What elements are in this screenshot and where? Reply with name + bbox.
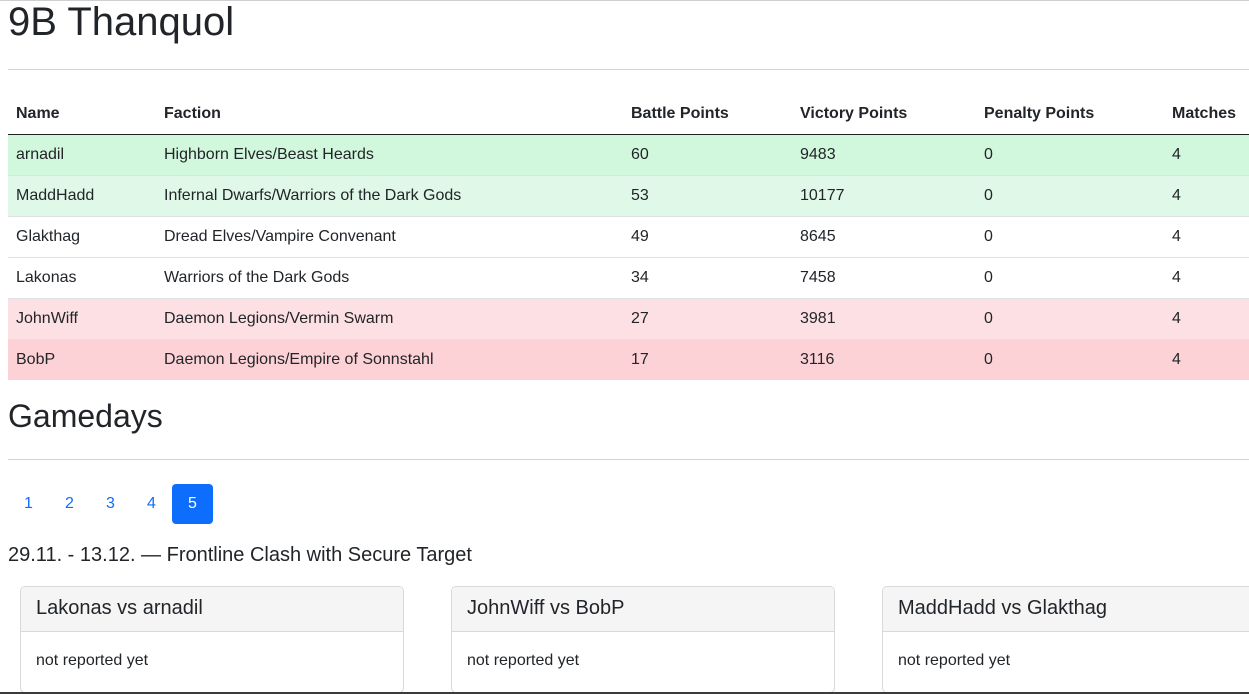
- page-link-1[interactable]: 1: [24, 495, 33, 512]
- cell-penalty-points: 0: [976, 216, 1164, 258]
- page-link-5-active[interactable]: 5: [172, 484, 213, 524]
- cell-faction: Daemon Legions/Empire of Sonnstahl: [156, 339, 623, 380]
- cell-faction: Daemon Legions/Vermin Swarm: [156, 298, 623, 340]
- cell-battle-points: 17: [623, 339, 792, 380]
- cell-victory-points: 10177: [792, 175, 976, 217]
- cell-battle-points: 53: [623, 175, 792, 217]
- cell-victory-points: 8645: [792, 216, 976, 258]
- column-header-battle-points[interactable]: Battle Points: [623, 94, 792, 135]
- cell-victory-points: 3981: [792, 298, 976, 340]
- cell-name: JohnWiff: [8, 298, 156, 340]
- cell-matches: 4: [1164, 339, 1249, 380]
- page-link-2[interactable]: 2: [65, 495, 74, 512]
- table-row: JohnWiff Daemon Legions/Vermin Swarm 27 …: [8, 298, 1249, 340]
- cell-battle-points: 60: [623, 134, 792, 176]
- match-card: Lakonas vs arnadil not reported yet: [20, 586, 404, 693]
- table-row: Lakonas Warriors of the Dark Gods 34 745…: [8, 257, 1249, 299]
- cell-matches: 4: [1164, 298, 1249, 340]
- cell-name: arnadil: [8, 134, 156, 176]
- cell-faction: Infernal Dwarfs/Warriors of the Dark God…: [156, 175, 623, 217]
- round-info: 29.11. - 13.12. — Frontline Clash with S…: [8, 544, 472, 566]
- top-border: [0, 0, 1249, 1]
- cell-penalty-points: 0: [976, 175, 1164, 217]
- title-divider: [8, 69, 1249, 70]
- table-row: MaddHadd Infernal Dwarfs/Warriors of the…: [8, 175, 1249, 217]
- column-header-name[interactable]: Name: [8, 94, 156, 135]
- cell-penalty-points: 0: [976, 134, 1164, 176]
- match-card: MaddHadd vs Glakthag not reported yet: [882, 586, 1249, 693]
- gamedays-divider: [8, 459, 1249, 460]
- cell-penalty-points: 0: [976, 339, 1164, 380]
- cell-battle-points: 34: [623, 257, 792, 299]
- cell-matches: 4: [1164, 175, 1249, 217]
- cell-faction: Highborn Elves/Beast Heards: [156, 134, 623, 176]
- match-title: JohnWiff vs BobP: [452, 587, 834, 632]
- cell-battle-points: 49: [623, 216, 792, 258]
- bottom-border: [0, 692, 1249, 694]
- cell-penalty-points: 0: [976, 298, 1164, 340]
- column-header-penalty-points[interactable]: Penalty Points: [976, 94, 1164, 135]
- match-card: JohnWiff vs BobP not reported yet: [451, 586, 835, 693]
- table-row: arnadil Highborn Elves/Beast Heards 60 9…: [8, 134, 1249, 176]
- cell-victory-points: 9483: [792, 134, 976, 176]
- match-status: not reported yet: [898, 652, 1011, 669]
- gamedays-heading: Gamedays: [8, 398, 163, 434]
- cell-matches: 4: [1164, 216, 1249, 258]
- match-title: MaddHadd vs Glakthag: [883, 587, 1249, 632]
- cell-victory-points: 3116: [792, 339, 976, 380]
- table-row: BobP Daemon Legions/Empire of Sonnstahl …: [8, 339, 1249, 380]
- page-link-3[interactable]: 3: [106, 495, 115, 512]
- match-title: Lakonas vs arnadil: [21, 587, 403, 632]
- cell-matches: 4: [1164, 134, 1249, 176]
- cell-name: MaddHadd: [8, 175, 156, 217]
- standings-table: Name Faction Battle Points Victory Point…: [8, 94, 1249, 380]
- cell-battle-points: 27: [623, 298, 792, 340]
- cell-penalty-points: 0: [976, 257, 1164, 299]
- match-status: not reported yet: [467, 652, 580, 669]
- cell-faction: Dread Elves/Vampire Convenant: [156, 216, 623, 258]
- cell-name: Glakthag: [8, 216, 156, 258]
- column-header-faction[interactable]: Faction: [156, 94, 623, 135]
- match-status: not reported yet: [36, 652, 149, 669]
- table-row: Glakthag Dread Elves/Vampire Convenant 4…: [8, 216, 1249, 258]
- cell-faction: Warriors of the Dark Gods: [156, 257, 623, 299]
- column-header-victory-points[interactable]: Victory Points: [792, 94, 976, 135]
- page-link-4[interactable]: 4: [147, 495, 156, 512]
- cell-matches: 4: [1164, 257, 1249, 299]
- table-header-row: Name Faction Battle Points Victory Point…: [8, 94, 1249, 135]
- cell-name: Lakonas: [8, 257, 156, 299]
- gameday-pagination: 1 2 3 4 5: [8, 484, 213, 524]
- cell-name: BobP: [8, 339, 156, 380]
- column-header-matches[interactable]: Matches: [1164, 94, 1249, 135]
- cell-victory-points: 7458: [792, 257, 976, 299]
- page-title: 9B Thanquol: [8, 0, 235, 44]
